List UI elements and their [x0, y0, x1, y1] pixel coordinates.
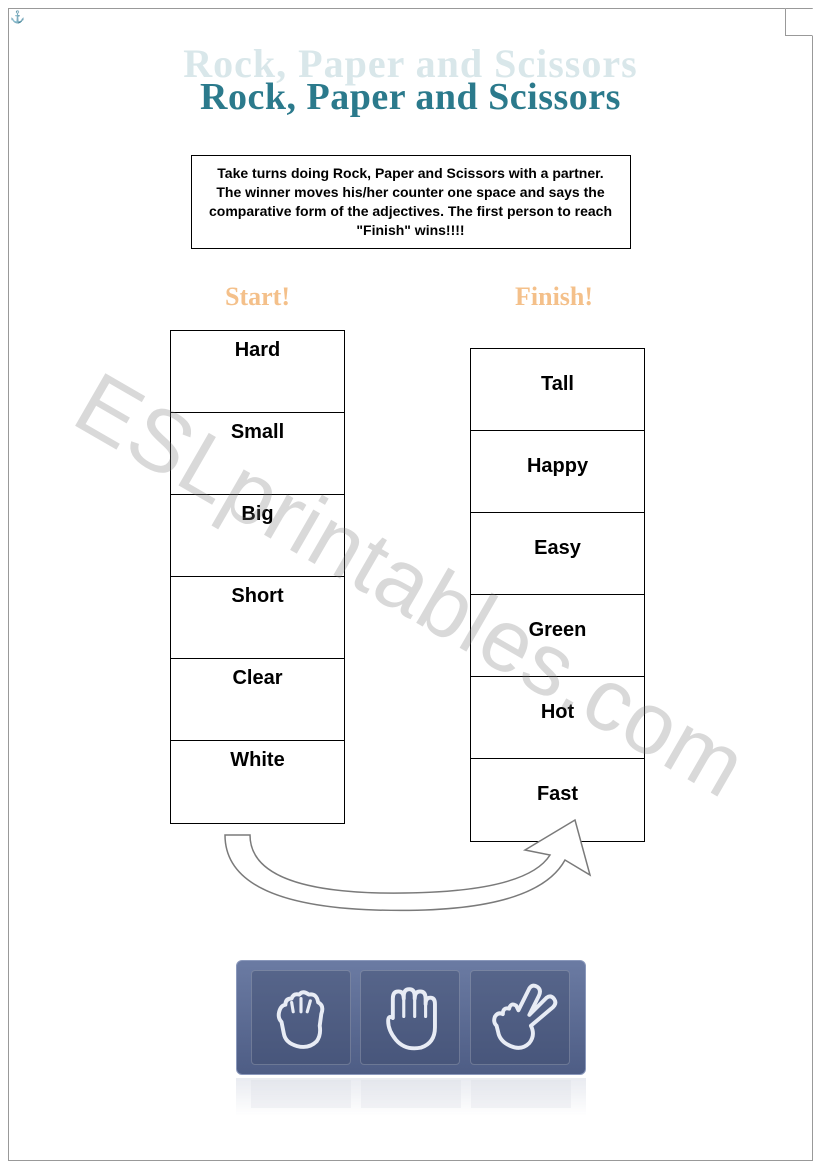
- start-label: Start!: [225, 282, 290, 312]
- finish-label: Finish!: [515, 282, 593, 312]
- paper-icon: [371, 979, 449, 1057]
- cell-right-4: Hot: [471, 677, 644, 759]
- title-main: Rock, Paper and Scissors: [0, 75, 821, 119]
- cell-right-2: Easy: [471, 513, 644, 595]
- instructions-box: Take turns doing Rock, Paper and Scissor…: [191, 155, 631, 249]
- rps-panel-reflection: [236, 1078, 586, 1116]
- rps-panel: [236, 960, 586, 1075]
- title-block: Rock, Paper and Scissors Rock, Paper and…: [0, 40, 821, 119]
- scissors-icon: [481, 979, 559, 1057]
- cell-left-1: Small: [171, 413, 344, 495]
- cell-right-3: Green: [471, 595, 644, 677]
- right-column: Tall Happy Easy Green Hot Fast: [470, 348, 645, 842]
- cell-left-2: Big: [171, 495, 344, 577]
- curved-arrow: [195, 815, 625, 925]
- cell-left-3: Short: [171, 577, 344, 659]
- cell-left-0: Hard: [171, 331, 344, 413]
- cell-right-0: Tall: [471, 349, 644, 431]
- rock-icon: [262, 979, 340, 1057]
- cell-left-4: Clear: [171, 659, 344, 741]
- anchor-icon: ⚓: [10, 10, 25, 24]
- rock-tile: [251, 970, 351, 1065]
- paper-tile: [360, 970, 460, 1065]
- scissors-tile: [470, 970, 570, 1065]
- left-column: Hard Small Big Short Clear White: [170, 330, 345, 824]
- cell-right-1: Happy: [471, 431, 644, 513]
- cell-left-5: White: [171, 741, 344, 823]
